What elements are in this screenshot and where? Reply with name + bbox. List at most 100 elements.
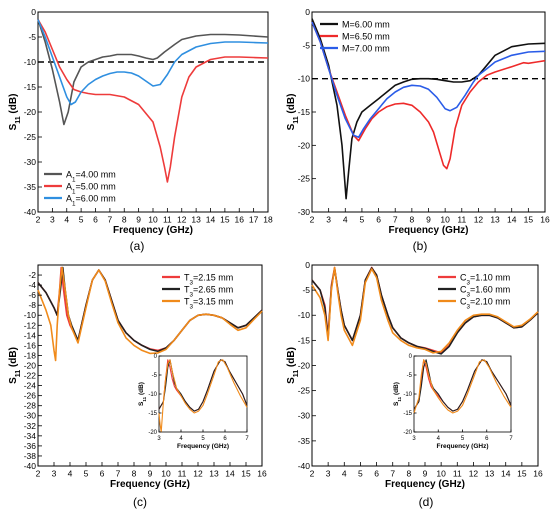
x-tick-label: 14 (225, 469, 235, 479)
legend-label: A1=5.00 mm (66, 182, 116, 196)
x-tick-label: 5 (360, 215, 365, 225)
inset-x-tick-label: 7 (509, 436, 513, 442)
legend-label: M=6.00 mm (342, 20, 390, 30)
inset-y-tick-label: -5 (407, 373, 413, 379)
inset-series-line-3 (158, 359, 248, 433)
y-axis-label: S11 (dB) (286, 347, 300, 384)
x-tick-label: 5 (358, 469, 363, 479)
x-tick-label: 2 (310, 215, 315, 225)
x-tick-label: 9 (136, 215, 141, 225)
x-tick-label: 6 (100, 469, 105, 479)
y-tick-label: -30 (298, 411, 311, 421)
y-tick-label: 0 (31, 7, 36, 17)
y-axis-label: S11 (dB) (286, 94, 300, 131)
x-tick-label: 16 (257, 469, 267, 479)
inset-series-line-3 (413, 359, 512, 414)
y-tick-label: -34 (24, 431, 37, 441)
x-axis-label: Frequency (GHz) (385, 479, 465, 490)
x-tick-label: 11 (163, 215, 172, 225)
y-tick-label: -32 (24, 421, 37, 431)
series-line-3 (37, 266, 263, 362)
x-tick-label: 17 (249, 215, 259, 225)
x-tick-label: 7 (390, 469, 395, 479)
y-tick-label: -30 (24, 157, 37, 167)
legend-label: A1=4.00 mm (66, 170, 116, 184)
plot-frame (311, 11, 546, 213)
x-tick-label: 6 (376, 215, 381, 225)
x-tick-label: 3 (326, 215, 331, 225)
inset-y-tick-label: 0 (154, 354, 158, 360)
inset-x-tick-label: 3 (412, 436, 416, 442)
y-tick-label: -20 (24, 107, 37, 117)
y-tick-label: 0 (305, 7, 310, 17)
legend-label: C3=1.10 mm (460, 273, 510, 287)
x-tick-label: 14 (507, 215, 517, 225)
chart-panel-2: 2 3 4 5 6 7 8 9 10 11 12 13 14 15 16 0 -5 -10 -15 -20 -25 -30… (286, 7, 550, 253)
y-tick-label: -35 (24, 182, 37, 192)
y-tick-label: -26 (24, 391, 37, 401)
x-tick-label: 2 (36, 215, 41, 225)
inset-chart: 3 4 5 6 7 0 -5 -10 -15 -20 Frequency (GHz) S11 (dB) (393, 354, 513, 450)
x-axis-label: Frequency (GHz) (388, 225, 468, 236)
x-tick-label: 15 (241, 469, 251, 479)
legend-label: C3=1.60 mm (460, 285, 510, 299)
y-tick-label: -10 (24, 57, 37, 67)
y-tick-label: -22 (24, 371, 37, 381)
inset-plot-frame (413, 355, 512, 433)
x-axis-label: Frequency (GHz) (113, 225, 193, 236)
y-tick-label: -40 (24, 207, 37, 217)
legend-label: T3=3.15 mm (184, 297, 233, 311)
y-tick-label: -20 (298, 140, 311, 150)
y-tick-label: -30 (24, 411, 37, 421)
y-tick-label: -16 (24, 340, 37, 350)
inset-x-tick-label: 3 (157, 436, 161, 442)
x-tick-label: 12 (193, 469, 203, 479)
x-tick-label: 11 (457, 215, 466, 225)
x-tick-label: 13 (485, 469, 495, 479)
y-tick-label: -15 (298, 335, 311, 345)
x-tick-label: 14 (206, 215, 216, 225)
y-tick-label: -40 (298, 461, 311, 471)
x-tick-label: 10 (161, 469, 171, 479)
y-tick-label: -10 (298, 74, 311, 84)
inset-y-tick-label: -15 (148, 411, 157, 417)
y-tick-label: -24 (24, 381, 37, 391)
inset-x-tick-label: 5 (201, 436, 205, 442)
y-tick-label: -25 (24, 132, 37, 142)
inset-x-tick-label: 6 (223, 436, 227, 442)
y-tick-label: -5 (302, 285, 310, 295)
x-tick-label: 13 (191, 215, 201, 225)
y-tick-label: -15 (298, 107, 311, 117)
x-tick-label: 16 (533, 469, 543, 479)
series-line-1 (37, 19, 269, 126)
y-tick-label: -4 (28, 280, 36, 290)
legend-label: T3=2.15 mm (184, 273, 233, 287)
x-axis-label: Frequency (GHz) (110, 479, 190, 490)
chart-panel-3: 2 3 4 5 6 7 8 9 10 11 12 13 14 15 16-2-4-6-8-10-12-14-… (8, 264, 267, 509)
plot-frame (37, 11, 269, 213)
panel-caption: (c) (133, 495, 147, 509)
inset-y-tick-label: -10 (148, 392, 157, 398)
x-tick-label: 10 (440, 215, 450, 225)
x-tick-label: 18 (263, 215, 273, 225)
x-tick-label: 9 (148, 469, 153, 479)
inset-y-tick-label: -10 (403, 392, 412, 398)
inset-y-tick-label: 0 (409, 354, 413, 360)
y-tick-label: -12 (24, 320, 37, 330)
legend-label: M=7.00 mm (342, 44, 390, 54)
x-tick-label: 7 (393, 215, 398, 225)
x-tick-label: 15 (517, 469, 527, 479)
inset-x-tick-label: 7 (245, 436, 249, 442)
panel-caption: (b) (413, 239, 428, 253)
x-tick-label: 3 (326, 469, 331, 479)
inset-series-line-2 (158, 359, 248, 412)
inset-y-axis-label: S11 (dB) (138, 382, 147, 406)
x-tick-label: 12 (469, 469, 479, 479)
y-tick-label: -2 (28, 270, 36, 280)
x-tick-label: 2 (310, 469, 315, 479)
inset-x-axis-label: Frequency (GHz) (436, 443, 488, 450)
